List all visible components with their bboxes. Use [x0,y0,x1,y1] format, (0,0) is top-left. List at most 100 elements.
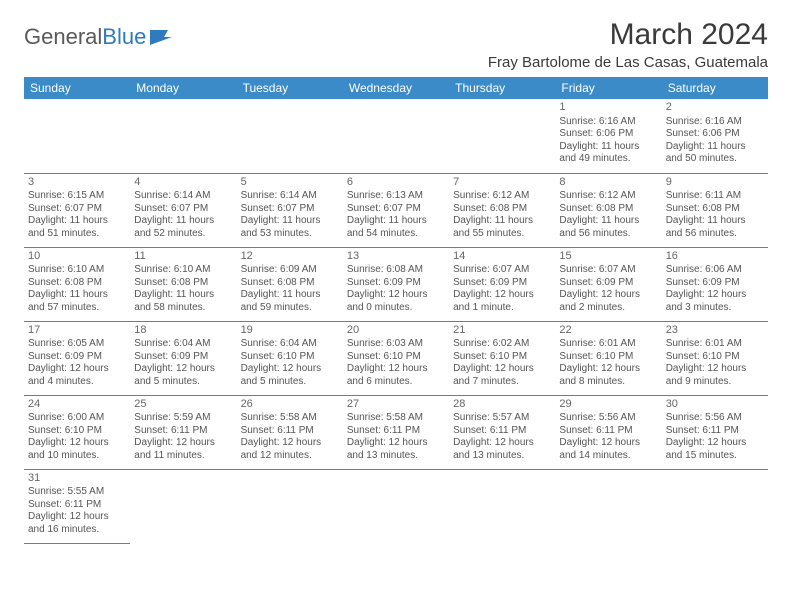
daylight-text: and 16 minutes. [28,524,126,537]
sunrise-text: Sunrise: 6:12 AM [559,190,657,203]
calendar-row: 24Sunrise: 6:00 AMSunset: 6:10 PMDayligh… [24,395,768,469]
day-number: 13 [347,250,445,264]
sunrise-text: Sunrise: 5:55 AM [28,486,126,499]
sunset-text: Sunset: 6:08 PM [666,203,764,216]
daylight-text: Daylight: 11 hours [241,215,339,228]
sunrise-text: Sunrise: 6:10 AM [28,264,126,277]
sunrise-text: Sunrise: 6:13 AM [347,190,445,203]
daylight-text: and 13 minutes. [453,450,551,463]
calendar-cell: 23Sunrise: 6:01 AMSunset: 6:10 PMDayligh… [662,321,768,395]
day-number: 23 [666,324,764,338]
sunset-text: Sunset: 6:10 PM [453,351,551,364]
calendar-cell: 26Sunrise: 5:58 AMSunset: 6:11 PMDayligh… [237,395,343,469]
sunrise-text: Sunrise: 6:09 AM [241,264,339,277]
sunset-text: Sunset: 6:07 PM [28,203,126,216]
logo: GeneralBlue [24,24,176,50]
sunset-text: Sunset: 6:11 PM [241,425,339,438]
calendar-cell: 1Sunrise: 6:16 AMSunset: 6:06 PMDaylight… [555,99,661,173]
calendar-cell: 3Sunrise: 6:15 AMSunset: 6:07 PMDaylight… [24,173,130,247]
sunrise-text: Sunrise: 6:10 AM [134,264,232,277]
day-number: 19 [241,324,339,338]
sunset-text: Sunset: 6:11 PM [666,425,764,438]
calendar-cell: 24Sunrise: 6:00 AMSunset: 6:10 PMDayligh… [24,395,130,469]
sunset-text: Sunset: 6:11 PM [134,425,232,438]
sunset-text: Sunset: 6:11 PM [28,499,126,512]
daylight-text: and 5 minutes. [241,376,339,389]
calendar-cell: 8Sunrise: 6:12 AMSunset: 6:08 PMDaylight… [555,173,661,247]
daylight-text: Daylight: 11 hours [347,215,445,228]
sunset-text: Sunset: 6:09 PM [453,277,551,290]
sunrise-text: Sunrise: 5:58 AM [347,412,445,425]
calendar-cell [237,469,343,543]
calendar-body: 1Sunrise: 6:16 AMSunset: 6:06 PMDaylight… [24,99,768,543]
day-number: 18 [134,324,232,338]
daylight-text: Daylight: 11 hours [134,289,232,302]
day-number: 11 [134,250,232,264]
daylight-text: and 4 minutes. [28,376,126,389]
daylight-text: and 51 minutes. [28,228,126,241]
sunrise-text: Sunrise: 6:07 AM [559,264,657,277]
sunset-text: Sunset: 6:09 PM [28,351,126,364]
daylight-text: and 2 minutes. [559,302,657,315]
daylight-text: Daylight: 12 hours [453,437,551,450]
daylight-text: Daylight: 12 hours [28,511,126,524]
sunset-text: Sunset: 6:11 PM [559,425,657,438]
sunrise-text: Sunrise: 6:05 AM [28,338,126,351]
logo-text-b: Blue [102,24,146,50]
day-number: 21 [453,324,551,338]
daylight-text: and 53 minutes. [241,228,339,241]
sunrise-text: Sunrise: 6:16 AM [559,116,657,129]
logo-flag-icon [150,28,176,46]
page-title: March 2024 [610,18,768,52]
daylight-text: Daylight: 12 hours [241,363,339,376]
sunset-text: Sunset: 6:08 PM [134,277,232,290]
calendar-cell: 29Sunrise: 5:56 AMSunset: 6:11 PMDayligh… [555,395,661,469]
day-number: 3 [28,176,126,190]
daylight-text: and 8 minutes. [559,376,657,389]
day-number: 20 [347,324,445,338]
sunrise-text: Sunrise: 6:16 AM [666,116,764,129]
daylight-text: Daylight: 12 hours [28,363,126,376]
sunrise-text: Sunrise: 6:11 AM [666,190,764,203]
daylight-text: Daylight: 12 hours [666,363,764,376]
calendar-cell: 2Sunrise: 6:16 AMSunset: 6:06 PMDaylight… [662,99,768,173]
calendar-cell: 15Sunrise: 6:07 AMSunset: 6:09 PMDayligh… [555,247,661,321]
sunset-text: Sunset: 6:10 PM [559,351,657,364]
sunrise-text: Sunrise: 6:00 AM [28,412,126,425]
calendar-cell [343,99,449,173]
day-number: 6 [347,176,445,190]
calendar-cell [237,99,343,173]
header: GeneralBlue March 2024 [24,18,768,52]
day-number: 31 [28,472,126,486]
daylight-text: and 13 minutes. [347,450,445,463]
calendar-row: 3Sunrise: 6:15 AMSunset: 6:07 PMDaylight… [24,173,768,247]
sunrise-text: Sunrise: 5:56 AM [666,412,764,425]
calendar-cell: 17Sunrise: 6:05 AMSunset: 6:09 PMDayligh… [24,321,130,395]
calendar-cell: 16Sunrise: 6:06 AMSunset: 6:09 PMDayligh… [662,247,768,321]
daylight-text: and 14 minutes. [559,450,657,463]
calendar-cell [343,469,449,543]
daylight-text: and 11 minutes. [134,450,232,463]
sunrise-text: Sunrise: 6:12 AM [453,190,551,203]
sunrise-text: Sunrise: 6:04 AM [241,338,339,351]
day-number: 4 [134,176,232,190]
daylight-text: Daylight: 12 hours [453,289,551,302]
daylight-text: and 57 minutes. [28,302,126,315]
daylight-text: Daylight: 12 hours [559,437,657,450]
sunset-text: Sunset: 6:09 PM [666,277,764,290]
daylight-text: and 52 minutes. [134,228,232,241]
sunrise-text: Sunrise: 6:08 AM [347,264,445,277]
sunrise-text: Sunrise: 5:59 AM [134,412,232,425]
sunset-text: Sunset: 6:10 PM [666,351,764,364]
daylight-text: and 58 minutes. [134,302,232,315]
day-number: 22 [559,324,657,338]
sunrise-text: Sunrise: 5:56 AM [559,412,657,425]
daylight-text: Daylight: 11 hours [453,215,551,228]
daylight-text: Daylight: 11 hours [28,289,126,302]
calendar-cell: 6Sunrise: 6:13 AMSunset: 6:07 PMDaylight… [343,173,449,247]
calendar-cell: 9Sunrise: 6:11 AMSunset: 6:08 PMDaylight… [662,173,768,247]
daylight-text: and 15 minutes. [666,450,764,463]
daylight-text: and 56 minutes. [666,228,764,241]
daylight-text: and 55 minutes. [453,228,551,241]
daylight-text: Daylight: 12 hours [666,289,764,302]
